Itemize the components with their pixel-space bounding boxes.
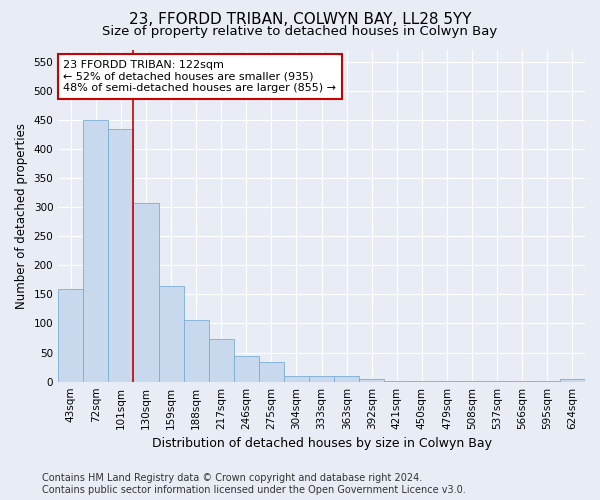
- Bar: [485, 381, 510, 382]
- Bar: [184, 320, 209, 382]
- Bar: [158, 286, 184, 382]
- Bar: [133, 203, 158, 382]
- Bar: [434, 381, 460, 382]
- Bar: [259, 362, 284, 382]
- Bar: [309, 376, 334, 382]
- Bar: [385, 380, 409, 382]
- Bar: [510, 381, 535, 382]
- Text: 23, FFORDD TRIBAN, COLWYN BAY, LL28 5YY: 23, FFORDD TRIBAN, COLWYN BAY, LL28 5YY: [129, 12, 471, 28]
- Bar: [109, 128, 133, 382]
- Bar: [359, 379, 385, 382]
- Bar: [234, 356, 259, 382]
- Bar: [409, 381, 434, 382]
- Bar: [83, 120, 109, 382]
- Bar: [560, 380, 585, 382]
- Bar: [535, 381, 560, 382]
- Text: Size of property relative to detached houses in Colwyn Bay: Size of property relative to detached ho…: [103, 25, 497, 38]
- Bar: [460, 381, 485, 382]
- Bar: [209, 338, 234, 382]
- Bar: [334, 376, 359, 382]
- Y-axis label: Number of detached properties: Number of detached properties: [15, 123, 28, 309]
- Bar: [284, 376, 309, 382]
- Text: Contains HM Land Registry data © Crown copyright and database right 2024.
Contai: Contains HM Land Registry data © Crown c…: [42, 474, 466, 495]
- Text: 23 FFORDD TRIBAN: 122sqm
← 52% of detached houses are smaller (935)
48% of semi-: 23 FFORDD TRIBAN: 122sqm ← 52% of detach…: [64, 60, 337, 93]
- Bar: [58, 288, 83, 382]
- X-axis label: Distribution of detached houses by size in Colwyn Bay: Distribution of detached houses by size …: [152, 437, 491, 450]
